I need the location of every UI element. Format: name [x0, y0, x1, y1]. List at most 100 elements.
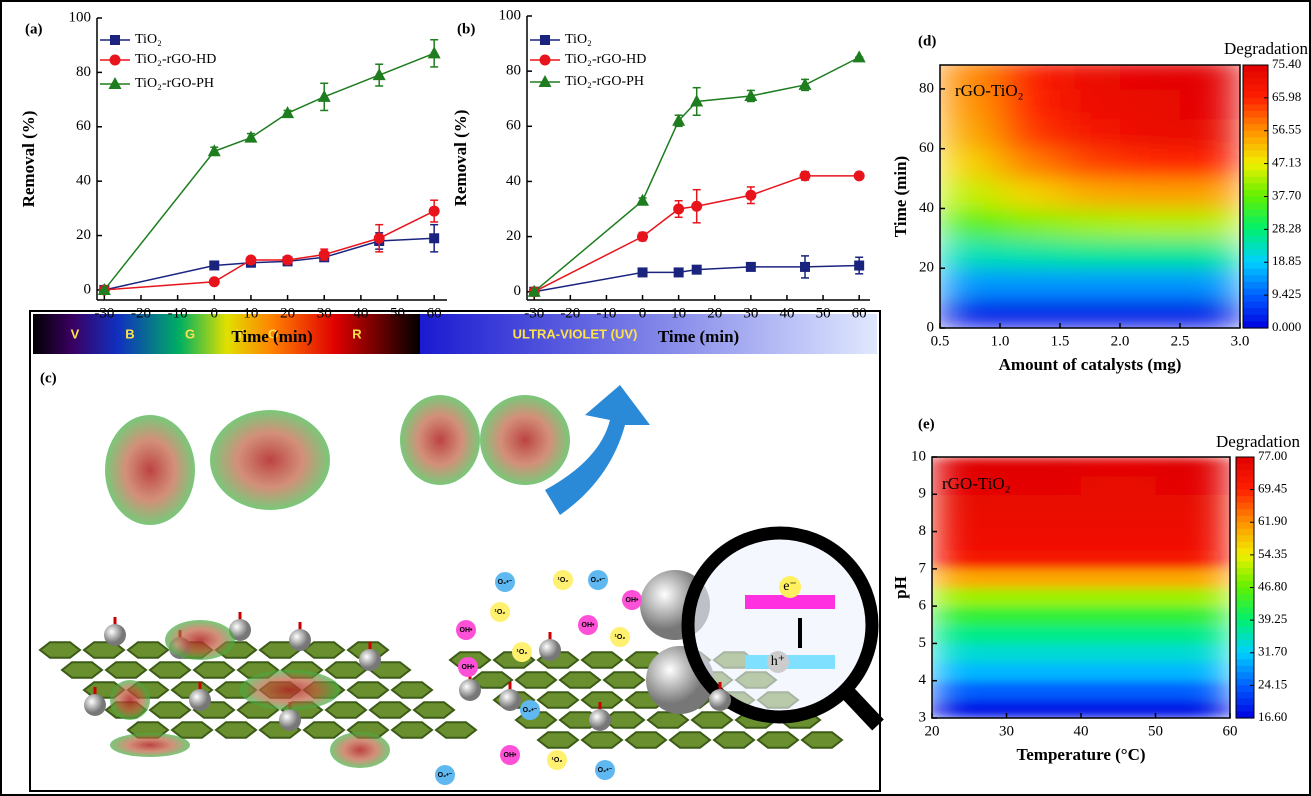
- hexagon: [536, 691, 580, 709]
- cell: [1120, 268, 1181, 299]
- cell: [1006, 680, 1082, 700]
- marker: [637, 267, 648, 278]
- cell: [1120, 148, 1181, 180]
- cell: [932, 457, 1007, 477]
- marker: [429, 233, 440, 244]
- annotation: rGO-TiO₂: [955, 81, 1024, 100]
- colorbar-segment: [1236, 489, 1254, 497]
- colorbar-segment: [1243, 117, 1268, 125]
- cell: [1000, 88, 1061, 120]
- legend-label: TiO₂-rGO-HD: [565, 52, 646, 67]
- cell: [1155, 494, 1230, 514]
- species-bubble: [520, 700, 540, 720]
- x-tick-label: 30: [743, 305, 758, 321]
- cell: [940, 148, 1001, 180]
- x-tick-label: 10: [671, 305, 686, 321]
- x-tick-label: 10: [243, 305, 258, 321]
- cell: [1120, 178, 1181, 209]
- cell: [1081, 531, 1156, 551]
- colorbar-segment: [1243, 255, 1268, 263]
- colorbar-label: 0.000: [1272, 319, 1301, 334]
- cell: [1120, 65, 1181, 90]
- x-tick-label: 20: [280, 305, 295, 321]
- colorbar-label: 37.70: [1272, 187, 1301, 202]
- species-label: O₂•⁻: [591, 577, 606, 584]
- marker: [245, 254, 257, 266]
- cell: [932, 662, 1007, 682]
- marker: [745, 261, 756, 272]
- cell: [1180, 268, 1240, 299]
- species-label: OH•: [582, 622, 596, 629]
- cell: [1155, 662, 1230, 682]
- species-bubble: [512, 642, 532, 662]
- y-tick-label: 60: [919, 140, 934, 156]
- hexagon: [60, 661, 104, 679]
- cell: [1006, 587, 1082, 607]
- y-tick-label: 100: [499, 7, 522, 23]
- colorbar-segment: [1243, 150, 1268, 158]
- species-label: OH•: [462, 664, 476, 671]
- x-tick-label: 30: [999, 723, 1014, 739]
- colorbar-segment: [1236, 639, 1254, 647]
- hexagon: [434, 721, 478, 739]
- hole-label: h⁺: [771, 654, 785, 669]
- cell: [1180, 118, 1240, 150]
- x-tick-label: 40: [779, 305, 794, 321]
- molecule: [110, 680, 150, 720]
- colorbar-segment: [1243, 104, 1268, 112]
- y-axis-label: Removal (%): [451, 110, 470, 207]
- molecule: [480, 395, 570, 485]
- cell: [940, 268, 1001, 299]
- hexagon: [580, 731, 624, 749]
- colorbar-segment: [1236, 587, 1254, 595]
- species-bubble: [490, 602, 510, 622]
- colorbar-segment: [1236, 580, 1254, 589]
- colorbar-segment: [1243, 84, 1268, 92]
- marker: [745, 189, 757, 201]
- cell: [932, 494, 1007, 514]
- y-tick-label: 4: [919, 672, 927, 688]
- colorbar-segment: [1243, 189, 1268, 198]
- species-label: ¹O₂: [495, 609, 506, 616]
- colorbar-label: 77.00: [1258, 448, 1287, 463]
- y-tick-label: 9: [919, 486, 927, 502]
- marker: [673, 267, 684, 278]
- y-tick-label: 60: [506, 118, 521, 134]
- cell: [932, 680, 1007, 700]
- plot-frame: [939, 64, 1241, 329]
- cell: [932, 606, 1007, 626]
- species-label: O₂•⁻: [438, 772, 453, 779]
- colorbar-segment: [1236, 535, 1254, 543]
- atom: [459, 679, 481, 701]
- cell: [1006, 568, 1082, 588]
- cell: [1000, 268, 1061, 299]
- cell: [1081, 680, 1156, 700]
- y-tick-label: 80: [506, 63, 521, 79]
- colorbar-segment: [1243, 314, 1268, 323]
- colorbar-segment: [1236, 704, 1254, 713]
- colorbar-label: 28.28: [1272, 220, 1301, 235]
- colorbar-segment: [1236, 626, 1254, 634]
- hexagon: [690, 711, 734, 729]
- atom: [189, 689, 211, 711]
- spectrum-letter: O: [268, 326, 278, 341]
- legend-label: TiO₂-rGO-PH: [565, 74, 644, 89]
- colorbar-segment: [1236, 672, 1254, 680]
- colorbar-segment: [1236, 515, 1254, 523]
- marker: [673, 203, 685, 215]
- colorbar-segment: [1236, 620, 1254, 628]
- colorbar-segment: [1236, 476, 1254, 484]
- species-bubble: [456, 620, 476, 640]
- legend-label: TiO₂: [135, 32, 162, 47]
- species-bubble: [458, 657, 478, 677]
- spectrum-letter: Y: [236, 326, 245, 341]
- uv-label: ULTRA-VIOLET (UV): [513, 326, 638, 341]
- hexagon: [104, 661, 148, 679]
- cell: [1000, 65, 1061, 90]
- colorbar-label: 24.15: [1258, 676, 1287, 691]
- atom: [279, 709, 301, 731]
- colorbar-segment: [1236, 496, 1254, 504]
- cell: [932, 568, 1007, 588]
- x-tick-label: 50: [816, 305, 831, 321]
